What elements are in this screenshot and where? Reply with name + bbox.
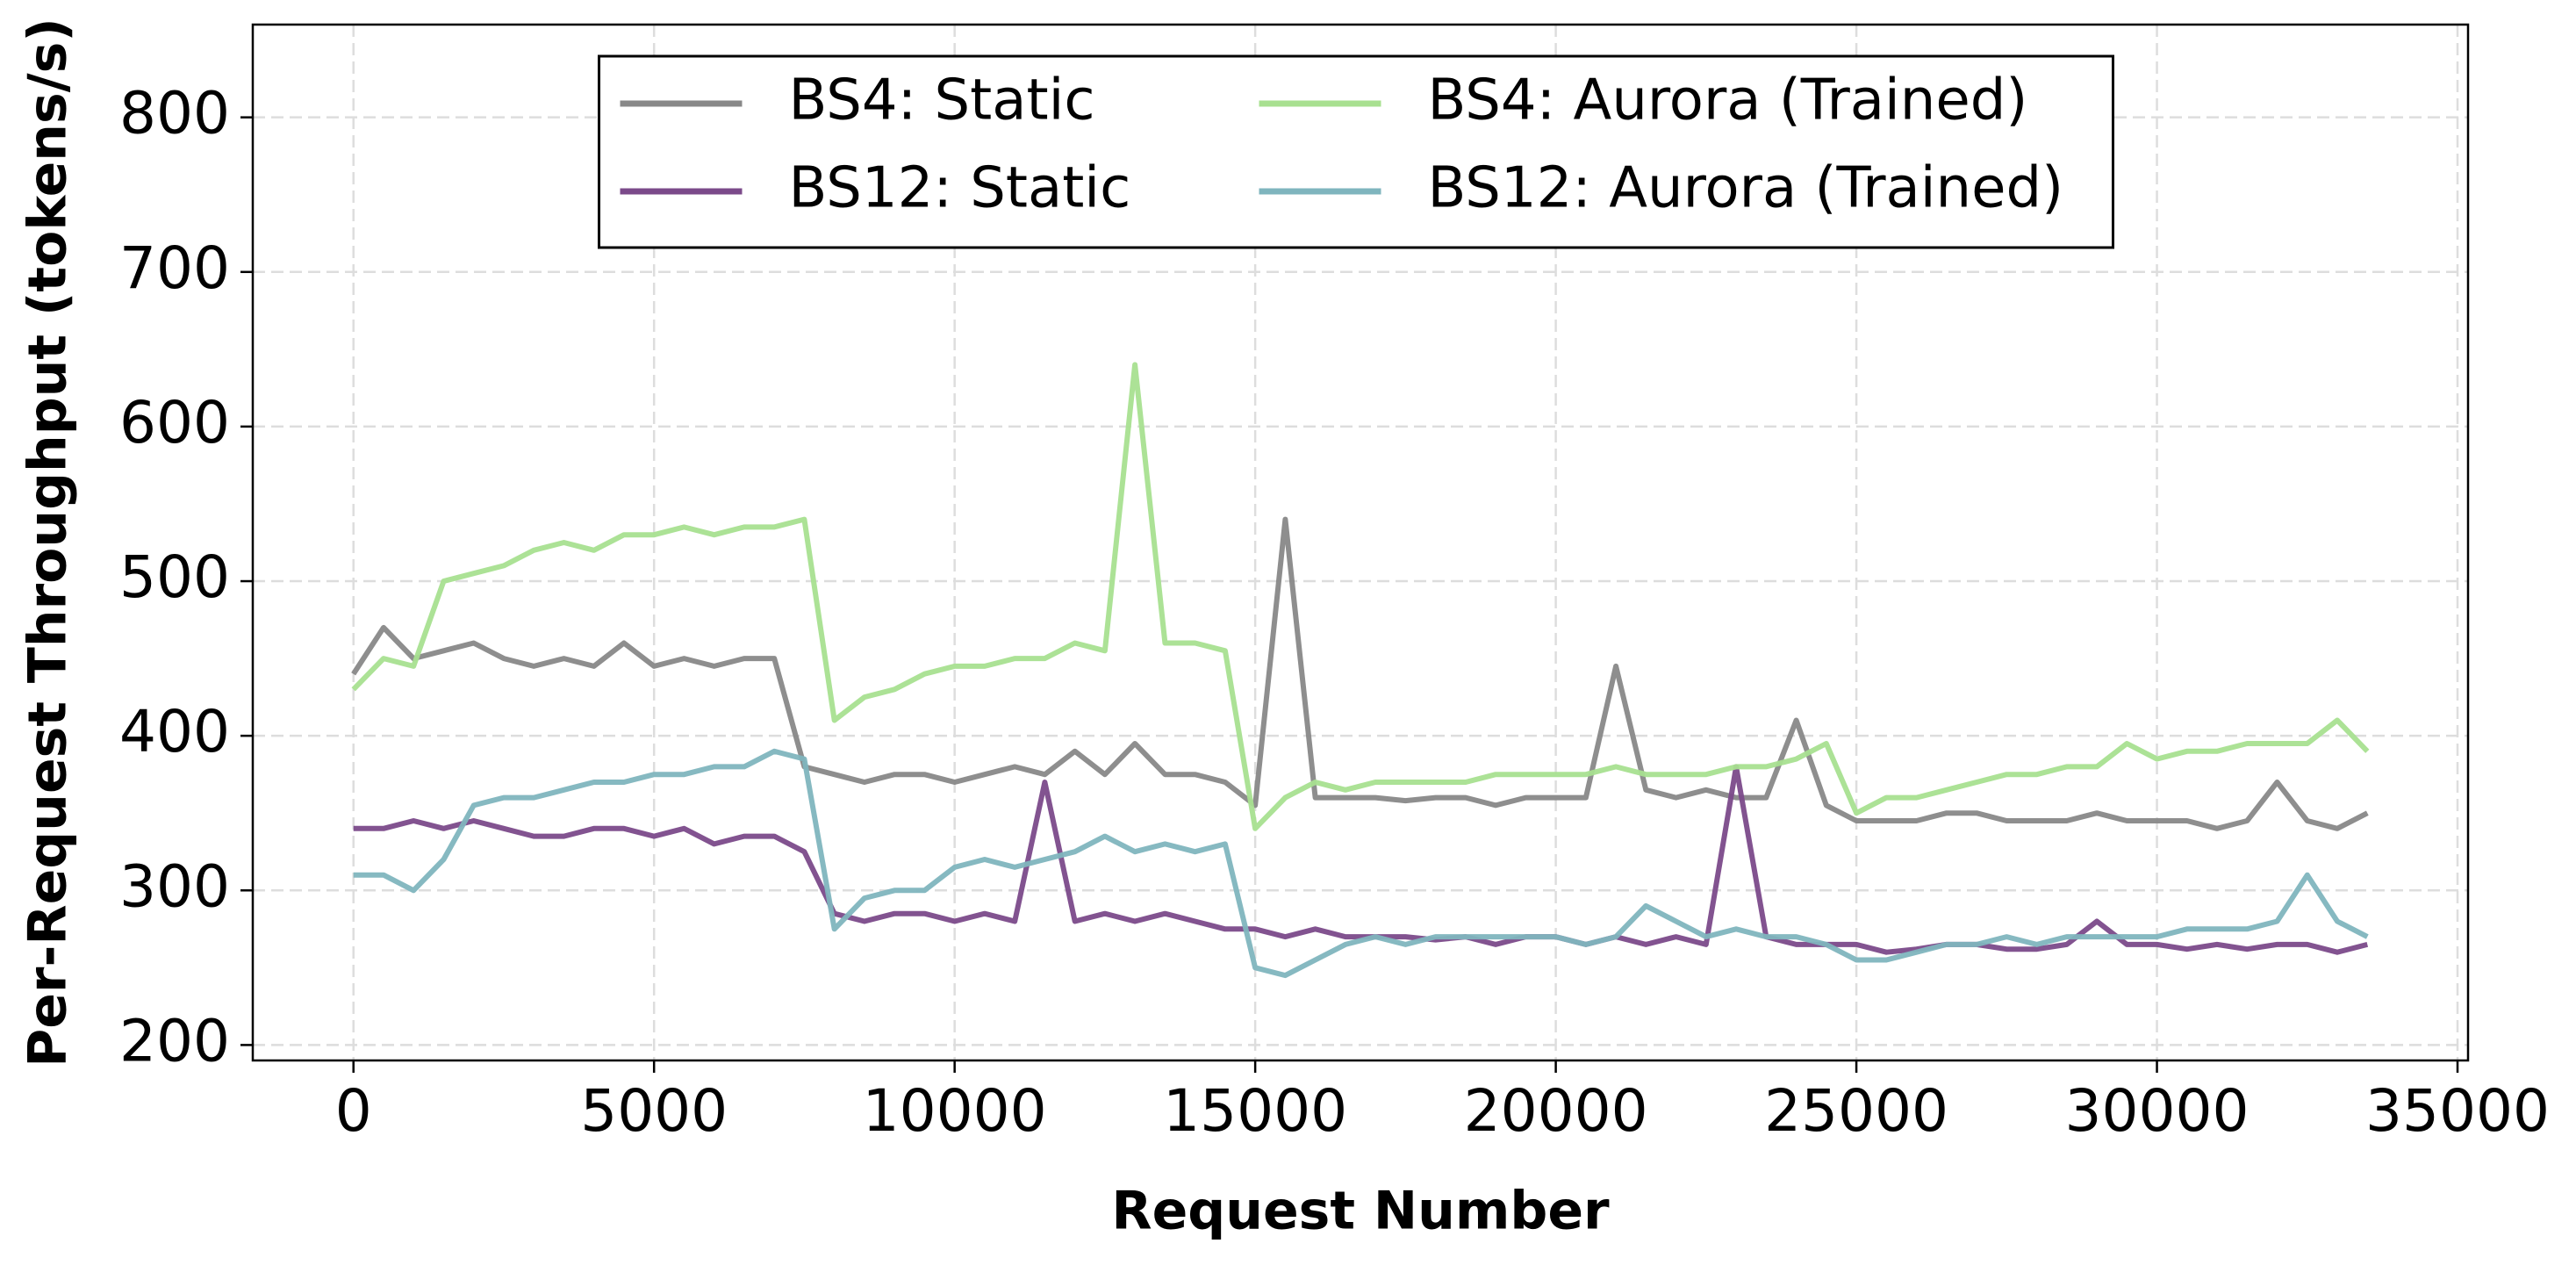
x-tick-label: 5000 bbox=[580, 1077, 728, 1145]
y-tick-label: 400 bbox=[119, 698, 230, 765]
x-tick-label: 25000 bbox=[1764, 1077, 1948, 1145]
plot-frame bbox=[251, 23, 2470, 1062]
x-tick-label: 0 bbox=[335, 1077, 372, 1145]
y-axis-label: Per-Request Throughput (tokens/s) bbox=[18, 18, 79, 1067]
y-tick-label: 500 bbox=[119, 543, 230, 611]
x-tick-label: 15000 bbox=[1163, 1077, 1347, 1145]
y-tick-label: 800 bbox=[119, 80, 230, 147]
y-tick-label: 200 bbox=[119, 1007, 230, 1075]
legend-label: BS12: Aurora (Trained) bbox=[1428, 156, 2064, 221]
legend-label: BS4: Aurora (Trained) bbox=[1428, 68, 2028, 133]
x-tick-label: 20000 bbox=[1464, 1077, 1648, 1145]
series-line bbox=[353, 764, 2369, 955]
plot-lines bbox=[351, 362, 2370, 979]
series-line bbox=[353, 748, 2369, 979]
x-tick-label: 10000 bbox=[863, 1077, 1047, 1145]
series-line bbox=[351, 516, 2369, 831]
y-tick-label: 700 bbox=[119, 234, 230, 302]
x-tick-label: 30000 bbox=[2065, 1077, 2250, 1145]
x-tick-label: 35000 bbox=[2365, 1077, 2550, 1145]
y-tick-label: 300 bbox=[119, 852, 230, 920]
y-tick-label: 600 bbox=[119, 389, 230, 456]
legend-label: BS12: Static bbox=[789, 156, 1131, 221]
x-axis-label: Request Number bbox=[1111, 1181, 1610, 1242]
legend-box bbox=[598, 54, 2114, 249]
legend-label: BS4: Static bbox=[789, 68, 1095, 133]
series-line bbox=[351, 362, 2370, 831]
